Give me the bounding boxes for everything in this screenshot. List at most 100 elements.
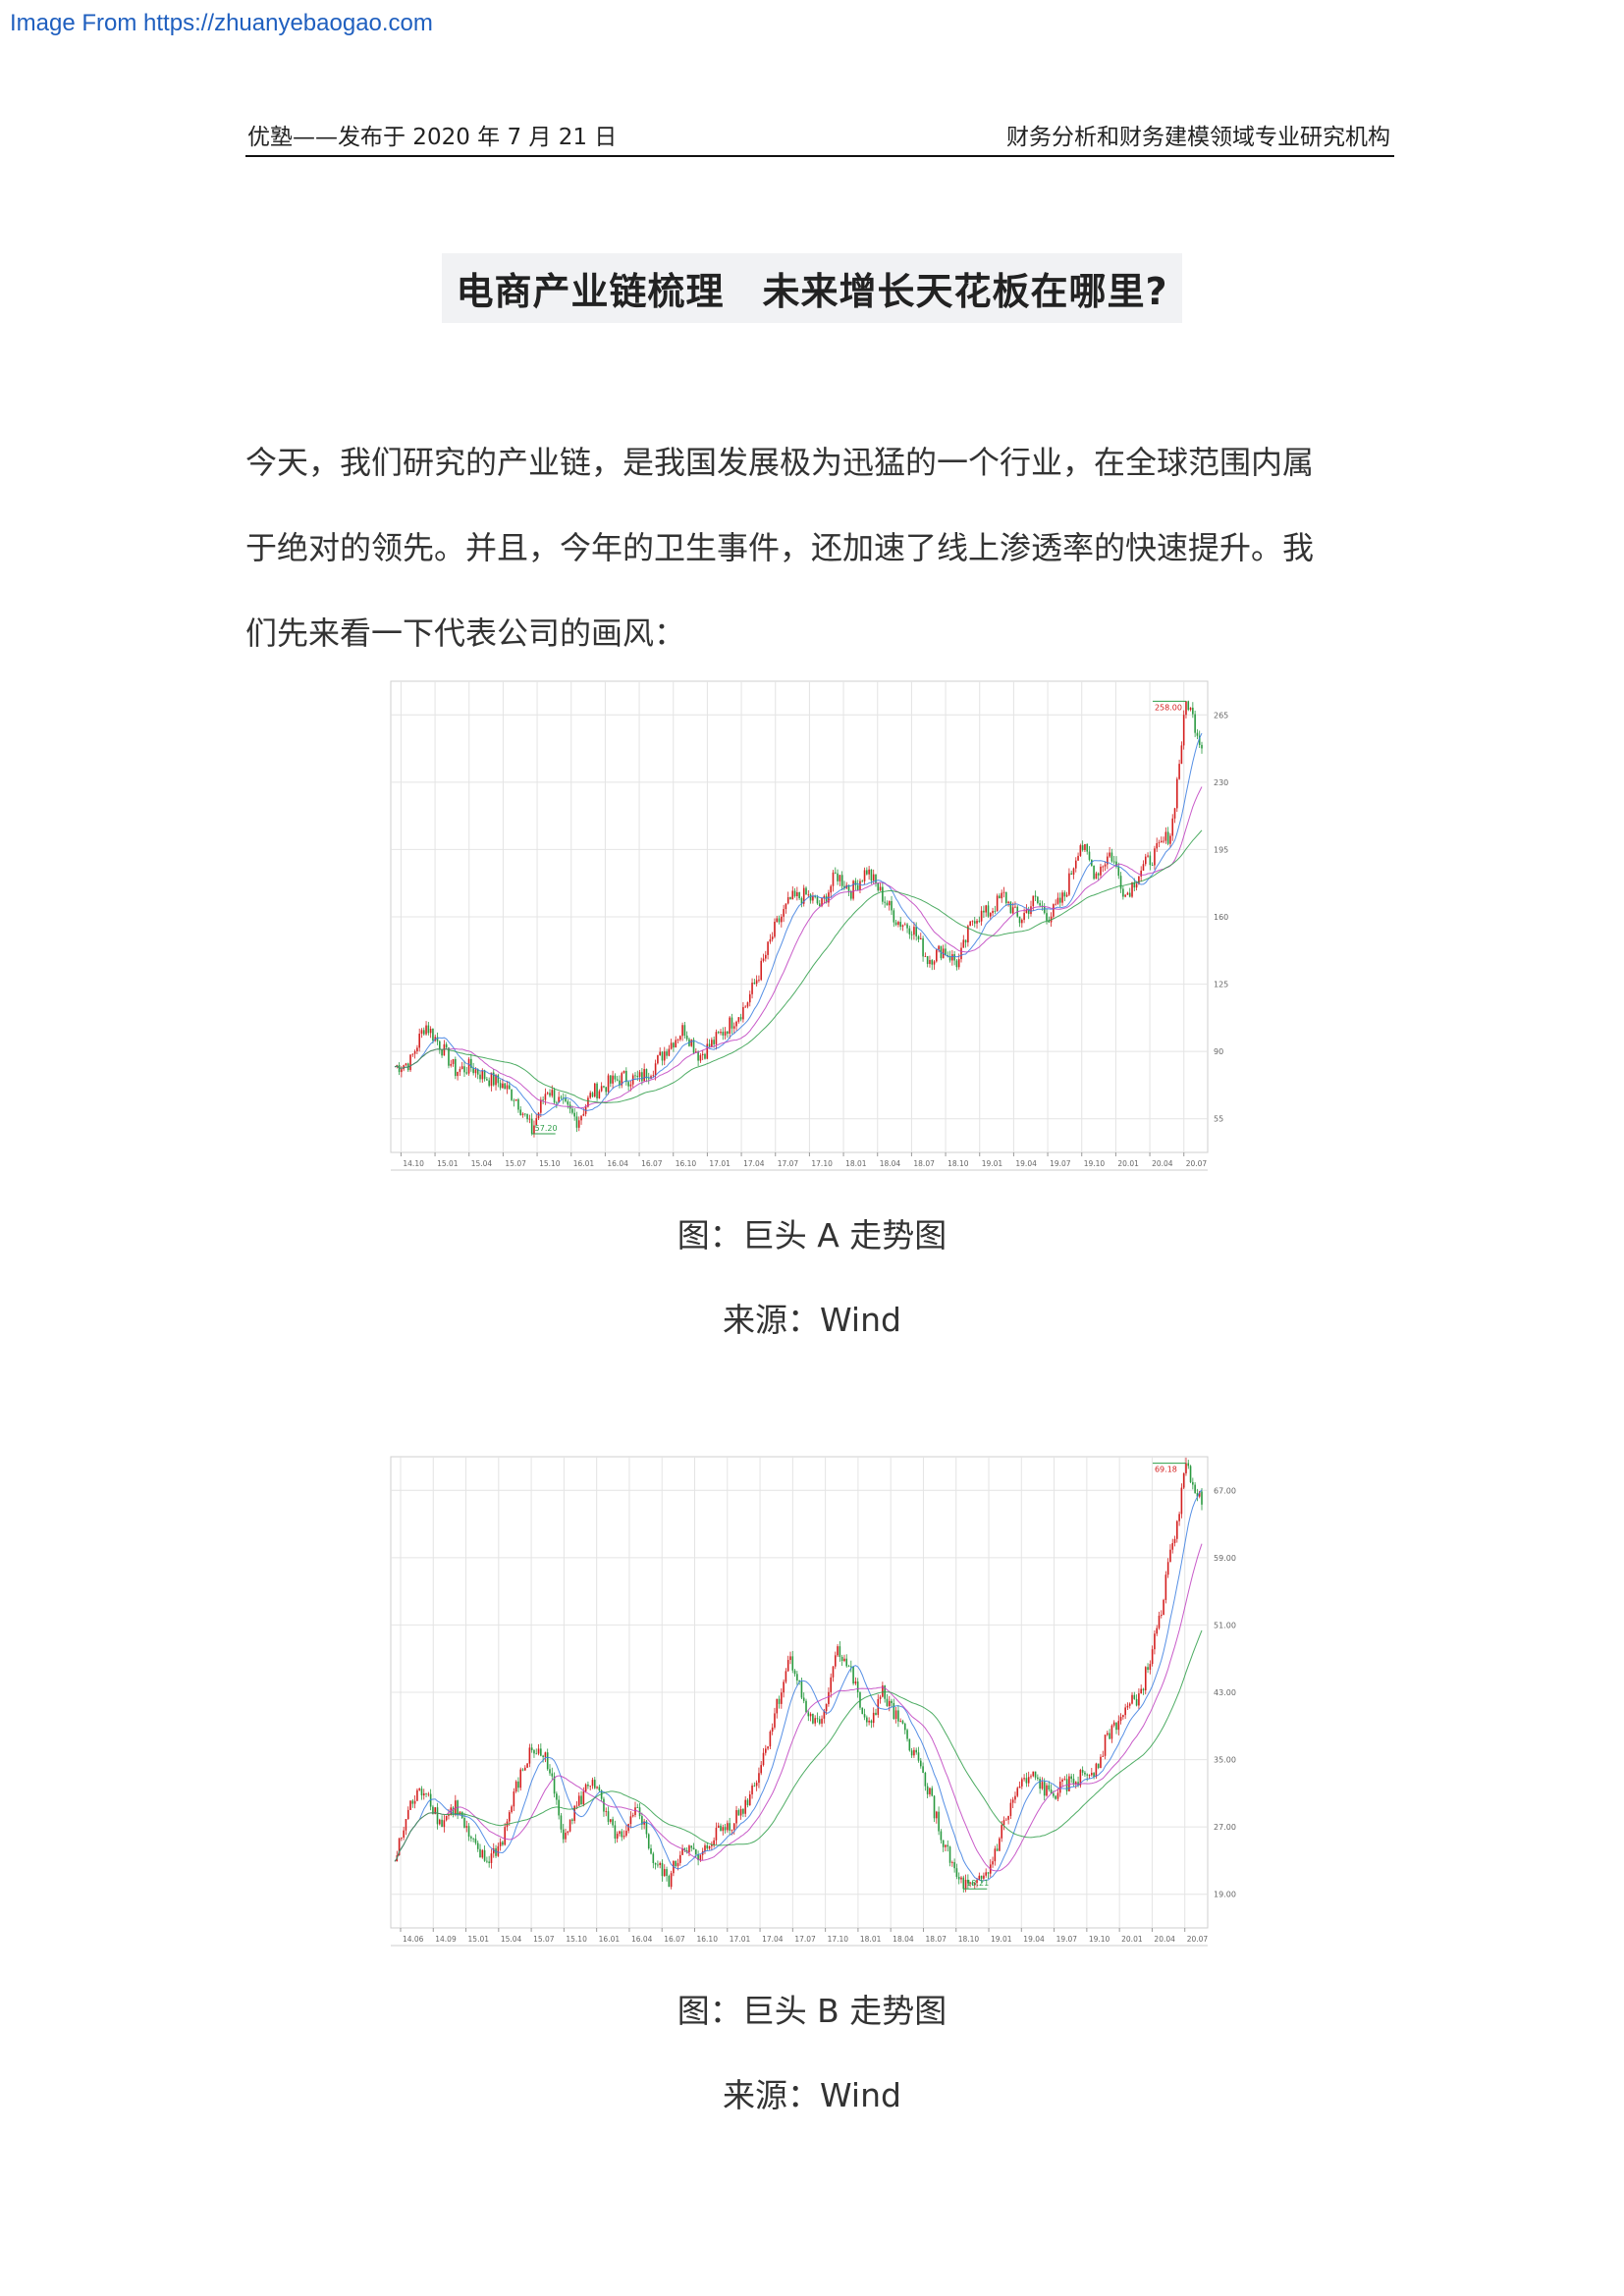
y-tick-label: 265 <box>1214 711 1228 720</box>
candle-body <box>1201 1491 1203 1505</box>
candle-body <box>1135 883 1138 888</box>
candle-body <box>425 1025 427 1035</box>
candle-body <box>476 1842 479 1849</box>
candle-body <box>802 887 805 904</box>
candle-body <box>436 1807 439 1825</box>
candle-body <box>969 921 971 927</box>
candle-body <box>685 1035 688 1040</box>
candle-body <box>1034 1771 1037 1778</box>
candle-body <box>922 1766 924 1773</box>
candle-body <box>1102 866 1105 868</box>
candle-body <box>839 875 841 881</box>
candle-body <box>850 890 852 899</box>
candle-body <box>645 1069 648 1079</box>
candle-body <box>670 1873 673 1888</box>
source-watermark[interactable]: Image From https://zhuanyebaogao.com <box>10 10 433 36</box>
candle-body <box>582 1790 585 1805</box>
paragraph-line: 们先来看一下代表公司的画风： <box>245 614 686 652</box>
candle-body <box>587 1097 589 1107</box>
x-tick-label: 16.07 <box>641 1159 663 1168</box>
candle-body <box>1074 860 1077 869</box>
candle-body <box>854 1681 857 1684</box>
candle-body <box>1142 864 1145 871</box>
candle-body <box>1176 778 1178 809</box>
candle-body <box>764 1748 767 1753</box>
candle-body <box>769 1731 772 1747</box>
candle-body <box>657 1055 659 1064</box>
candle-body <box>659 1051 661 1056</box>
candle-body <box>483 1849 486 1861</box>
candle-body <box>996 895 999 912</box>
y-tick-label: 27.00 <box>1214 1823 1236 1832</box>
y-tick-label: 230 <box>1214 778 1228 787</box>
candle-body <box>823 1710 826 1719</box>
candle-body <box>724 1827 727 1831</box>
candle-body <box>455 1058 457 1077</box>
candle-body <box>571 1819 573 1821</box>
x-tick-label: 16.10 <box>676 1159 697 1168</box>
candle-body <box>678 1854 681 1863</box>
candle-body <box>1158 842 1161 844</box>
candle-body <box>748 1793 751 1805</box>
candle-body <box>840 1656 843 1662</box>
candle-body <box>751 983 753 994</box>
candle-body <box>1176 1521 1178 1539</box>
candle-body <box>499 1842 502 1846</box>
candle-body <box>403 1065 405 1070</box>
candle-body <box>492 1072 495 1086</box>
candle-body <box>906 1730 908 1739</box>
candle-body <box>882 1685 884 1697</box>
candle-body <box>955 960 958 968</box>
candle-body <box>697 1051 699 1061</box>
x-tick-label: 20.07 <box>1187 1935 1209 1944</box>
candle-body <box>1058 897 1061 903</box>
candle-body <box>1171 1543 1174 1550</box>
candle-body <box>1173 808 1176 819</box>
candle-body <box>470 1058 472 1068</box>
candle-body <box>771 1727 774 1732</box>
candle-body <box>629 1816 632 1825</box>
x-tick-label: 16.04 <box>631 1935 653 1944</box>
x-tick-label: 19.04 <box>1015 1159 1037 1168</box>
candle-body <box>445 1815 448 1821</box>
candle-body <box>1032 895 1035 907</box>
candle-body <box>443 1820 446 1828</box>
candle-body <box>973 921 976 924</box>
candle-body <box>809 1713 812 1717</box>
candle-body <box>1140 870 1142 877</box>
candle-body <box>1055 903 1056 905</box>
candle-body <box>584 1784 587 1791</box>
candle-body <box>470 1837 472 1839</box>
x-tick-label: 18.10 <box>947 1159 969 1168</box>
candle-body <box>514 1098 517 1101</box>
candle-body <box>1163 1599 1164 1616</box>
candle-body <box>565 1833 567 1840</box>
y-tick-label: 43.00 <box>1214 1688 1236 1697</box>
candle-body <box>459 1068 461 1072</box>
candle-body <box>746 1002 749 1007</box>
candle-body <box>807 1712 810 1717</box>
candle-body <box>562 1829 565 1840</box>
candle-body <box>785 903 787 910</box>
candle-body <box>936 1811 938 1819</box>
candle-body <box>467 1058 470 1074</box>
candle-body <box>948 956 951 961</box>
candle-body <box>919 1760 922 1767</box>
candle-body <box>418 1789 420 1790</box>
candle-body <box>683 1848 686 1850</box>
candle-body <box>479 1074 481 1080</box>
candle-body <box>903 924 906 926</box>
candle-body <box>540 1099 542 1113</box>
candle-body <box>1007 1815 1009 1820</box>
candle-body <box>582 1113 585 1116</box>
candle-body <box>605 1087 608 1093</box>
candle-body <box>492 1847 495 1854</box>
candle-body <box>652 1075 655 1077</box>
candle-body <box>1093 1773 1095 1778</box>
candle-body <box>722 1032 725 1036</box>
candle-body <box>1011 907 1014 914</box>
chart-svg: 19.00 27.00 35.00 43.00 51.00 59.00 67.00 14.06… <box>390 1456 1236 1947</box>
candle-body <box>542 1099 544 1101</box>
candle-body <box>638 1072 641 1077</box>
candle-body <box>502 1083 504 1089</box>
